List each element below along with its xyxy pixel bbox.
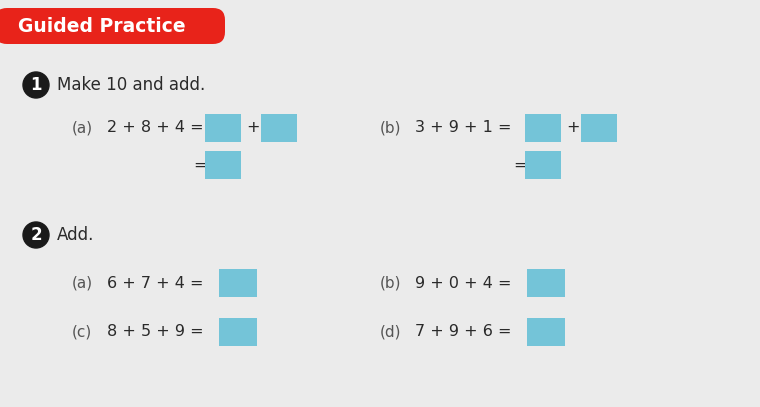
Text: (a): (a) (72, 120, 93, 136)
Text: 8 + 5 + 9 =: 8 + 5 + 9 = (107, 324, 204, 339)
Text: 3 + 9 + 1 =: 3 + 9 + 1 = (415, 120, 511, 136)
Text: +: + (246, 120, 259, 136)
Bar (525, 114, 561, 142)
Text: (d): (d) (380, 324, 401, 339)
Text: 2: 2 (30, 226, 42, 244)
Text: 9 + 0 + 4 =: 9 + 0 + 4 = (415, 276, 511, 291)
Bar (525, 151, 561, 179)
Bar (205, 151, 241, 179)
Text: 2 + 8 + 4 =: 2 + 8 + 4 = (107, 120, 204, 136)
Circle shape (23, 72, 49, 98)
Text: +: + (566, 120, 579, 136)
FancyBboxPatch shape (0, 8, 225, 44)
Bar (527, 318, 565, 346)
Circle shape (23, 222, 49, 248)
Bar (527, 269, 565, 297)
Text: (b): (b) (380, 120, 401, 136)
Bar (205, 114, 241, 142)
Bar (219, 318, 257, 346)
Text: (c): (c) (72, 324, 92, 339)
Text: =: = (513, 158, 527, 173)
Text: Guided Practice: Guided Practice (18, 17, 185, 35)
Text: Add.: Add. (57, 226, 94, 244)
Text: Make 10 and add.: Make 10 and add. (57, 76, 205, 94)
Text: 6 + 7 + 4 =: 6 + 7 + 4 = (107, 276, 204, 291)
Text: 7 + 9 + 6 =: 7 + 9 + 6 = (415, 324, 511, 339)
Text: (b): (b) (380, 276, 401, 291)
Bar (219, 269, 257, 297)
Text: 1: 1 (30, 76, 42, 94)
Bar (581, 114, 617, 142)
Text: (a): (a) (72, 276, 93, 291)
Bar (261, 114, 297, 142)
Text: =: = (193, 158, 207, 173)
